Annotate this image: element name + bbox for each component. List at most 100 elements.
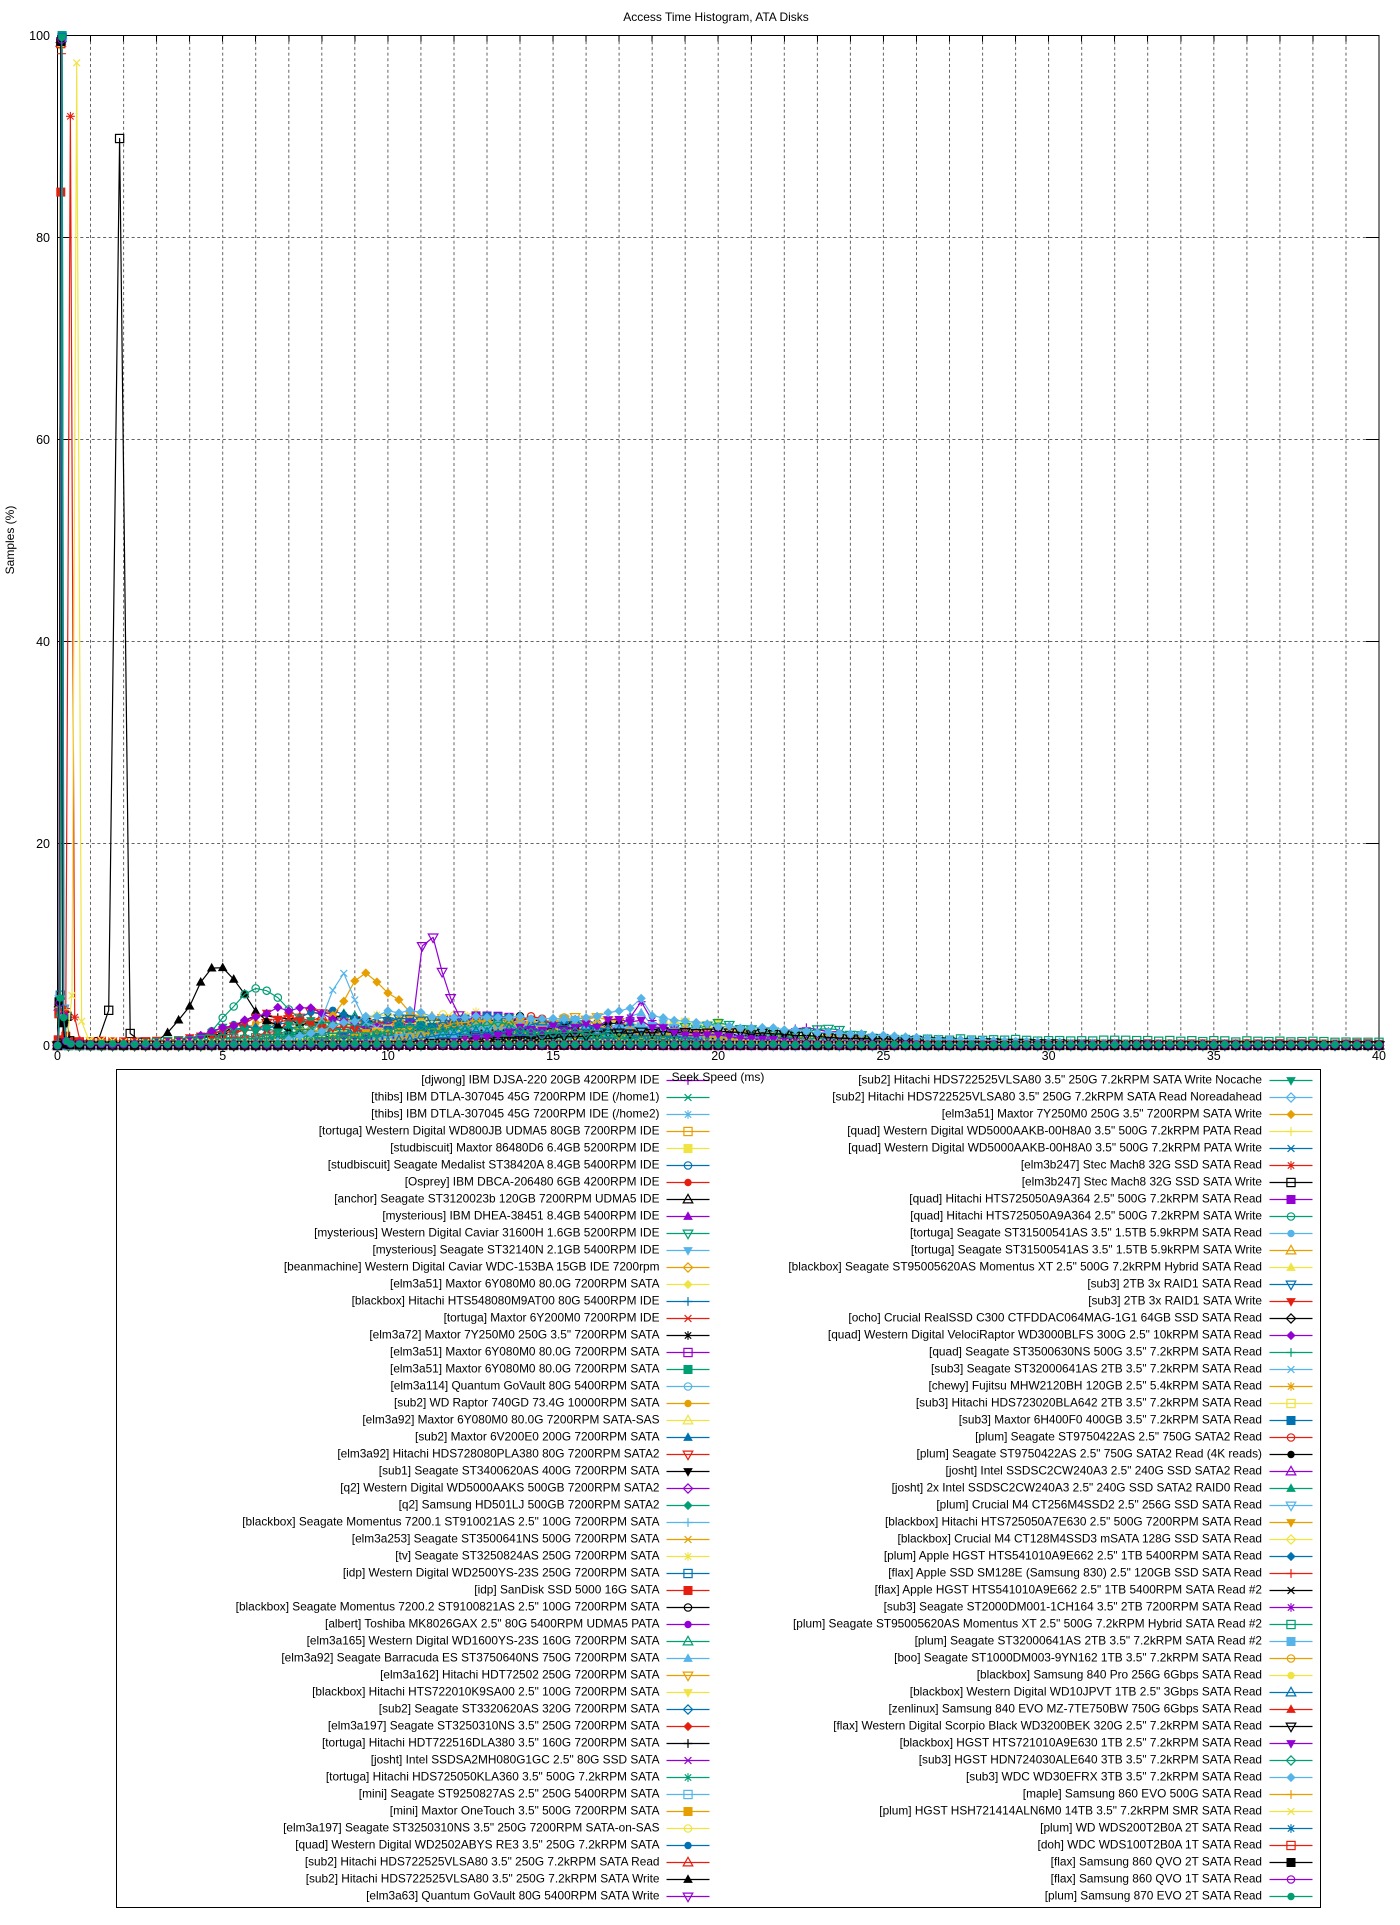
svg-text:Seek Speed (ms): Seek Speed (ms) xyxy=(672,1070,765,1084)
svg-text:[quad] Western Digital VelociR: [quad] Western Digital VelociRaptor WD30… xyxy=(828,1327,1262,1341)
svg-text:[sub3] WDC WD30EFRX 3TB 3.5" 7: [sub3] WDC WD30EFRX 3TB 3.5" 7.2kRPM SAT… xyxy=(966,1769,1262,1783)
svg-text:[elm3a253] Seagate ST3500641NS: [elm3a253] Seagate ST3500641NS 500G 7200… xyxy=(352,1531,660,1545)
svg-text:[tortuga] Maxtor 6Y200M0 7200R: [tortuga] Maxtor 6Y200M0 7200RPM IDE xyxy=(444,1310,660,1324)
svg-text:[studbiscuit] Seagate Medalist: [studbiscuit] Seagate Medalist ST38420A … xyxy=(328,1157,660,1171)
svg-text:[plum] Samsung 870 EVO 2T SATA: [plum] Samsung 870 EVO 2T SATA Read xyxy=(1045,1888,1262,1902)
svg-text:[tortuga] Hitachi HDS725050KLA: [tortuga] Hitachi HDS725050KLA360 3.5" 5… xyxy=(326,1769,660,1783)
svg-text:[blackbox] Crucial M4 CT128M4S: [blackbox] Crucial M4 CT128M4SSD3 mSATA … xyxy=(898,1531,1262,1545)
svg-text:[sub2] Hitachi HDS722525VLSA80: [sub2] Hitachi HDS722525VLSA80 3.5" 250G… xyxy=(858,1072,1262,1086)
svg-text:[q2] Western Digital WD5000AAK: [q2] Western Digital WD5000AAKS 500GB 72… xyxy=(340,1480,659,1494)
svg-text:[elm3a197] Seagate ST3250310NS: [elm3a197] Seagate ST3250310NS 3.5" 250G… xyxy=(283,1820,660,1834)
svg-text:[sub3] Hitachi HDS723020BLA642: [sub3] Hitachi HDS723020BLA642 2TB 3.5" … xyxy=(916,1395,1262,1409)
svg-text:15: 15 xyxy=(546,1049,560,1063)
svg-text:[studbiscuit] Maxtor 86480D6 6: [studbiscuit] Maxtor 86480D6 6.4GB 5200R… xyxy=(390,1140,659,1154)
svg-text:[sub2] Hitachi HDS722525VLSA80: [sub2] Hitachi HDS722525VLSA80 3.5" 250G… xyxy=(832,1089,1262,1103)
svg-text:[sub2] Hitachi HDS722525VLSA80: [sub2] Hitachi HDS722525VLSA80 3.5" 250G… xyxy=(305,1854,660,1868)
svg-text:[blackbox] Samsung 840 Pro 256: [blackbox] Samsung 840 Pro 256G 6Gbps SA… xyxy=(977,1667,1262,1681)
svg-text:25: 25 xyxy=(876,1049,890,1063)
svg-text:[blackbox] Seagate Momentus 72: [blackbox] Seagate Momentus 7200.1 ST910… xyxy=(242,1514,659,1528)
svg-text:[mini] Maxtor OneTouch 3.5" 50: [mini] Maxtor OneTouch 3.5" 500G 7200RPM… xyxy=(390,1803,660,1817)
svg-text:Samples (%): Samples (%) xyxy=(3,506,17,575)
svg-text:[elm3a63] Quantum GoVault 80G: [elm3a63] Quantum GoVault 80G 5400RPM SA… xyxy=(366,1888,660,1902)
svg-text:[flax] Apple HGST HTS541010A9E: [flax] Apple HGST HTS541010A9E662 2.5" 1… xyxy=(875,1582,1262,1596)
svg-text:[blackbox] Hitachi HTS725050A7: [blackbox] Hitachi HTS725050A7E630 2.5" … xyxy=(885,1514,1262,1528)
svg-text:[quad] Seagate ST3500630NS 500: [quad] Seagate ST3500630NS 500G 3.5" 7.2… xyxy=(929,1344,1262,1358)
svg-text:40: 40 xyxy=(1372,1049,1386,1063)
svg-text:[quad] Western Digital WD2502A: [quad] Western Digital WD2502ABYS RE3 3.… xyxy=(295,1837,659,1851)
svg-text:[sub3] Seagate ST2000DM001-1CH: [sub3] Seagate ST2000DM001-1CH164 3.5" 2… xyxy=(884,1599,1262,1613)
svg-text:100: 100 xyxy=(29,29,50,43)
svg-text:[elm3a51] Maxtor 6Y080M0 80.0G: [elm3a51] Maxtor 6Y080M0 80.0G 7200RPM S… xyxy=(390,1276,660,1290)
svg-text:[ocho] Crucial RealSSD C300 CT: [ocho] Crucial RealSSD C300 CTFDDAC064MA… xyxy=(848,1310,1262,1324)
svg-text:[mysterious] Western Digital C: [mysterious] Western Digital Caviar 3160… xyxy=(314,1225,659,1239)
svg-text:[josht] 2x Intel SSDSC2CW240A3: [josht] 2x Intel SSDSC2CW240A3 2.5" 240G… xyxy=(892,1480,1262,1494)
svg-text:[blackbox] HGST HTS721010A9E63: [blackbox] HGST HTS721010A9E630 1TB 2.5"… xyxy=(900,1735,1262,1749)
svg-text:[chewy] Fujitsu MHW2120BH 120G: [chewy] Fujitsu MHW2120BH 120GB 2.5" 5.4… xyxy=(928,1378,1262,1392)
svg-text:[josht] Intel SSDSA2MH080G1GC: [josht] Intel SSDSA2MH080G1GC 2.5" 80G S… xyxy=(371,1752,660,1766)
svg-text:[elm3b247] Stec Mach8 32G SSD: [elm3b247] Stec Mach8 32G SSD SATA Write xyxy=(1022,1174,1263,1188)
svg-text:[mysterious] IBM DHEA-38451 8.: [mysterious] IBM DHEA-38451 8.4GB 5400RP… xyxy=(382,1208,659,1222)
svg-text:[elm3a72] Maxtor 7Y250M0 250G: [elm3a72] Maxtor 7Y250M0 250G 3.5" 7200R… xyxy=(369,1327,659,1341)
svg-text:[quad] Hitachi HTS725050A9A364: [quad] Hitachi HTS725050A9A364 2.5" 500G… xyxy=(909,1191,1262,1205)
svg-text:35: 35 xyxy=(1207,1049,1221,1063)
svg-text:[plum] Crucial M4 CT256M4SSD2: [plum] Crucial M4 CT256M4SSD2 2.5" 256G … xyxy=(936,1497,1262,1511)
svg-text:[elm3a92] Hitachi HDS728080PLA: [elm3a92] Hitachi HDS728080PLA380 80G 72… xyxy=(337,1446,659,1460)
svg-text:[sub3] HGST HDN724030ALE640 3T: [sub3] HGST HDN724030ALE640 3TB 3.5" 7.2… xyxy=(919,1752,1262,1766)
svg-text:[plum] Seagate ST9750422AS 2.5: [plum] Seagate ST9750422AS 2.5" 750G SAT… xyxy=(975,1429,1262,1443)
svg-text:[flax] Apple SSD SM128E (Samsu: [flax] Apple SSD SM128E (Samsung 830) 2.… xyxy=(888,1565,1262,1579)
svg-text:10: 10 xyxy=(381,1049,395,1063)
svg-text:[thibs] IBM DTLA-307045 45G 72: [thibs] IBM DTLA-307045 45G 7200RPM IDE … xyxy=(371,1106,659,1120)
svg-text:[elm3a51] Maxtor 6Y080M0 80.0G: [elm3a51] Maxtor 6Y080M0 80.0G 7200RPM S… xyxy=(390,1344,660,1358)
svg-text:[elm3a92] Seagate Barracuda ES: [elm3a92] Seagate Barracuda ES ST3750640… xyxy=(281,1650,659,1664)
svg-text:[elm3a162] Hitachi HDT72502 25: [elm3a162] Hitachi HDT72502 250G 7200RPM… xyxy=(380,1667,659,1681)
svg-text:[josht] Intel SSDSC2CW240A3 2.: [josht] Intel SSDSC2CW240A3 2.5" 240G SS… xyxy=(946,1463,1262,1477)
svg-text:[plum] Seagate ST95005620AS Mo: [plum] Seagate ST95005620AS Momentus XT … xyxy=(793,1616,1262,1630)
svg-text:[sub3] Maxtor 6H400F0 400GB 3.: [sub3] Maxtor 6H400F0 400GB 3.5" 7.2kRPM… xyxy=(959,1412,1262,1426)
svg-text:[quad] Hitachi HTS725050A9A364: [quad] Hitachi HTS725050A9A364 2.5" 500G… xyxy=(910,1208,1262,1222)
svg-text:[flax] Samsung 860 QVO 1T SATA: [flax] Samsung 860 QVO 1T SATA Read xyxy=(1051,1871,1262,1885)
svg-text:[elm3a165] Western Digital WD1: [elm3a165] Western Digital WD1600YS-23S … xyxy=(307,1633,660,1647)
svg-text:[sub3] 2TB 3x RAID1 SATA Write: [sub3] 2TB 3x RAID1 SATA Write xyxy=(1088,1293,1262,1307)
svg-text:[djwong] IBM DJSA-220 20GB 420: [djwong] IBM DJSA-220 20GB 4200RPM IDE xyxy=(421,1072,659,1086)
svg-text:[boo] Seagate ST1000DM003-9YN1: [boo] Seagate ST1000DM003-9YN162 1TB 3.5… xyxy=(894,1650,1262,1664)
svg-text:[plum] HGST HSH721414ALN6M0 14: [plum] HGST HSH721414ALN6M0 14TB 3.5" 7.… xyxy=(879,1803,1262,1817)
svg-text:20: 20 xyxy=(711,1049,725,1063)
svg-text:[doh] WDC WDS100T2B0A 1T SATA: [doh] WDC WDS100T2B0A 1T SATA Read xyxy=(1038,1837,1262,1851)
svg-text:20: 20 xyxy=(36,837,50,851)
svg-text:[beanmachine] Western Digital: [beanmachine] Western Digital Caviar WDC… xyxy=(284,1259,660,1273)
svg-text:[flax] Samsung 860 QVO 2T SATA: [flax] Samsung 860 QVO 2T SATA Read xyxy=(1051,1854,1262,1868)
svg-text:80: 80 xyxy=(36,231,50,245)
svg-text:[mysterious] Seagate ST32140N: [mysterious] Seagate ST32140N 2.1GB 5400… xyxy=(372,1242,659,1256)
svg-text:[plum] Seagate ST9750422AS 2.5: [plum] Seagate ST9750422AS 2.5" 750G SAT… xyxy=(917,1446,1263,1460)
svg-text:[elm3a51] Maxtor 6Y080M0 80.0G: [elm3a51] Maxtor 6Y080M0 80.0G 7200RPM S… xyxy=(390,1361,660,1375)
svg-text:[sub3] 2TB 3x RAID1 SATA Read: [sub3] 2TB 3x RAID1 SATA Read xyxy=(1087,1276,1262,1290)
svg-text:[sub2] Maxtor 6V200E0 200G 720: [sub2] Maxtor 6V200E0 200G 7200RPM SATA xyxy=(415,1429,660,1443)
svg-text:[sub2] Seagate ST3320620AS 320: [sub2] Seagate ST3320620AS 320G 7200RPM … xyxy=(379,1701,660,1715)
svg-text:[zenlinux] Samsung 840 EVO MZ-: [zenlinux] Samsung 840 EVO MZ-7TE750BW 7… xyxy=(889,1701,1262,1715)
svg-text:5: 5 xyxy=(219,1049,226,1063)
svg-text:[sub1] Seagate ST3400620AS 400: [sub1] Seagate ST3400620AS 400G 7200RPM … xyxy=(379,1463,660,1477)
svg-text:[anchor] Seagate ST3120023b 12: [anchor] Seagate ST3120023b 120GB 7200RP… xyxy=(334,1191,659,1205)
svg-text:0: 0 xyxy=(54,1049,61,1063)
svg-text:[albert] Toshiba MK8026GAX 2.5: [albert] Toshiba MK8026GAX 2.5" 80G 5400… xyxy=(325,1616,660,1630)
svg-text:[elm3a114] Quantum GoVault 80G: [elm3a114] Quantum GoVault 80G 5400RPM S… xyxy=(390,1378,659,1392)
svg-text:[elm3a92] Maxtor 6Y080M0 80.0G: [elm3a92] Maxtor 6Y080M0 80.0G 7200RPM S… xyxy=(362,1412,659,1426)
svg-text:[tortuga] Western Digital WD80: [tortuga] Western Digital WD800JB UDMA5 … xyxy=(319,1123,660,1137)
svg-text:[blackbox] Western Digital WD1: [blackbox] Western Digital WD10JPVT 1TB … xyxy=(910,1684,1262,1698)
svg-text:[plum] Apple HGST HTS541010A9E: [plum] Apple HGST HTS541010A9E662 2.5" 1… xyxy=(884,1548,1262,1562)
svg-text:[blackbox] Seagate Momentus 72: [blackbox] Seagate Momentus 7200.2 ST910… xyxy=(236,1599,660,1613)
svg-text:[q2] Samsung HD501LJ 500GB 720: [q2] Samsung HD501LJ 500GB 7200RPM SATA2 xyxy=(399,1497,660,1511)
svg-text:[quad] Western Digital WD5000A: [quad] Western Digital WD5000AAKB-00H8A0… xyxy=(848,1140,1262,1154)
svg-text:[sub2] WD Raptor 740GD 73.4G 1: [sub2] WD Raptor 740GD 73.4G 10000RPM SA… xyxy=(394,1395,660,1409)
svg-text:[tortuga] Seagate ST31500541AS: [tortuga] Seagate ST31500541AS 3.5" 1.5T… xyxy=(911,1242,1263,1256)
svg-text:[mini] Seagate ST9250827AS 2.5: [mini] Seagate ST9250827AS 2.5" 250G 540… xyxy=(359,1786,660,1800)
svg-text:0: 0 xyxy=(43,1039,50,1053)
svg-text:[idp] Western Digital WD2500YS: [idp] Western Digital WD2500YS-23S 250G … xyxy=(343,1565,660,1579)
svg-text:[elm3a51] Maxtor 7Y250M0 250G: [elm3a51] Maxtor 7Y250M0 250G 3.5" 7200R… xyxy=(942,1106,1263,1120)
svg-text:[maple] Samsung 860 EVO 500G S: [maple] Samsung 860 EVO 500G SATA Read xyxy=(1023,1786,1262,1800)
svg-text:[blackbox] Hitachi HTS722010K9: [blackbox] Hitachi HTS722010K9SA00 2.5" … xyxy=(312,1684,660,1698)
svg-text:[tortuga] Hitachi HDT722516DLA: [tortuga] Hitachi HDT722516DLA380 3.5" 1… xyxy=(322,1735,660,1749)
svg-text:[Osprey] IBM DBCA-206480 6GB 4: [Osprey] IBM DBCA-206480 6GB 4200RPM IDE xyxy=(405,1174,660,1188)
svg-text:[plum] Seagate ST32000641AS 2T: [plum] Seagate ST32000641AS 2TB 3.5" 7.2… xyxy=(915,1633,1262,1647)
svg-text:[thibs] IBM DTLA-307045 45G 72: [thibs] IBM DTLA-307045 45G 7200RPM IDE … xyxy=(371,1089,659,1103)
